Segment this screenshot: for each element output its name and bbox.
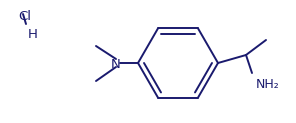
Text: N: N (111, 57, 121, 70)
Text: Cl: Cl (18, 10, 31, 23)
Text: NH₂: NH₂ (256, 78, 280, 91)
Text: H: H (28, 28, 38, 41)
